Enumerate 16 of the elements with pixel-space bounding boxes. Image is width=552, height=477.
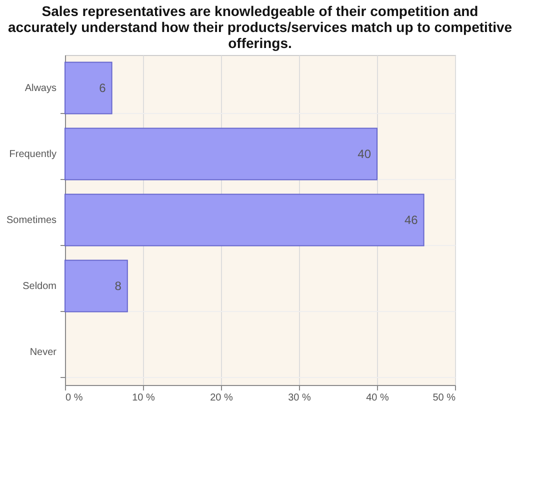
y-tick-label: Always bbox=[24, 83, 56, 94]
x-tick-label: 30 % bbox=[288, 392, 312, 404]
x-tick-label: 40 % bbox=[366, 392, 390, 404]
y-tick-label: Frequently bbox=[9, 149, 56, 160]
x-tick-label: 10 % bbox=[132, 392, 156, 404]
chart-title: Sales representatives are knowledgeable of their competition and accurately understand how their products/services match up to competitive offerings. bbox=[8, 3, 512, 51]
y-tick-label: Sometimes bbox=[6, 215, 56, 226]
data-label: 46 bbox=[404, 213, 418, 227]
x-tick-label: 20 % bbox=[210, 392, 234, 404]
data-label: 6 bbox=[99, 81, 106, 95]
y-tick-label: Never bbox=[30, 347, 58, 358]
x-tick-label: 0 % bbox=[66, 392, 83, 404]
x-tick-label: 50 % bbox=[432, 392, 456, 404]
data-label: 8 bbox=[114, 279, 122, 293]
y-tick-label: Seldom bbox=[22, 281, 56, 292]
data-label: 40 bbox=[358, 147, 372, 161]
